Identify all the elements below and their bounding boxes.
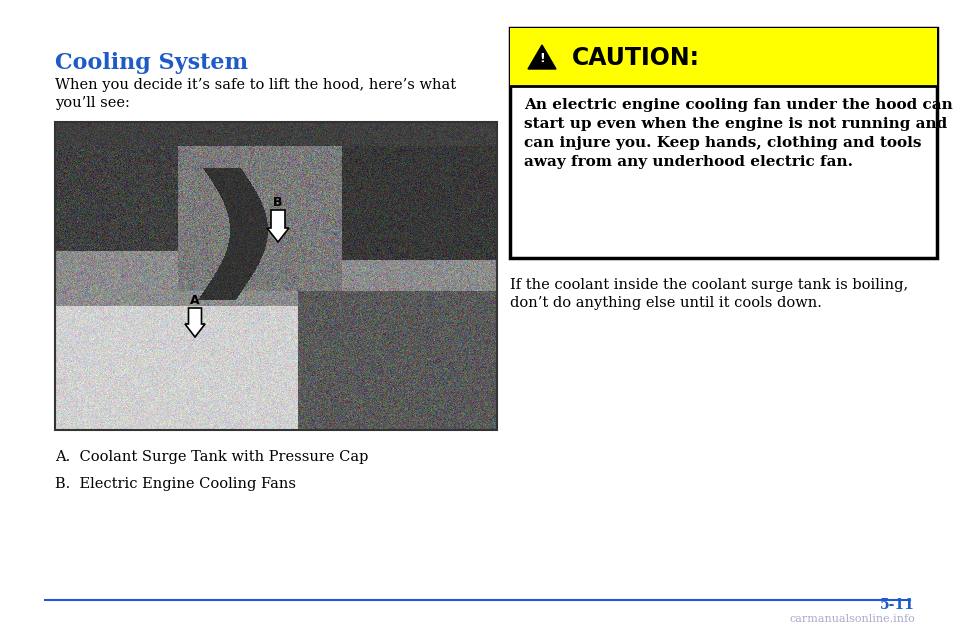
Bar (510, 28, 937, 258)
Text: If the coolant inside the coolant surge tank is boiling,
don’t do anything else : If the coolant inside the coolant surge … (510, 278, 908, 310)
Text: !: ! (540, 52, 545, 65)
Text: carmanualsonline.info: carmanualsonline.info (789, 614, 915, 624)
Text: A: A (190, 294, 200, 307)
Text: 5-11: 5-11 (880, 598, 915, 612)
Bar (55, 122, 497, 430)
Text: An electric engine cooling fan under the hood can
start up even when the engine : An electric engine cooling fan under the… (524, 98, 952, 169)
Text: B: B (274, 195, 283, 209)
Text: A.  Coolant Surge Tank with Pressure Cap: A. Coolant Surge Tank with Pressure Cap (55, 450, 369, 464)
Text: CAUTION:: CAUTION: (572, 46, 700, 70)
FancyArrow shape (267, 210, 289, 242)
Polygon shape (528, 45, 556, 69)
Text: Cooling System: Cooling System (55, 52, 248, 74)
FancyArrow shape (185, 308, 205, 337)
Text: When you decide it’s safe to lift the hood, here’s what
you’ll see:: When you decide it’s safe to lift the ho… (55, 78, 456, 110)
Bar (510, 28, 937, 86)
Text: B.  Electric Engine Cooling Fans: B. Electric Engine Cooling Fans (55, 477, 296, 491)
